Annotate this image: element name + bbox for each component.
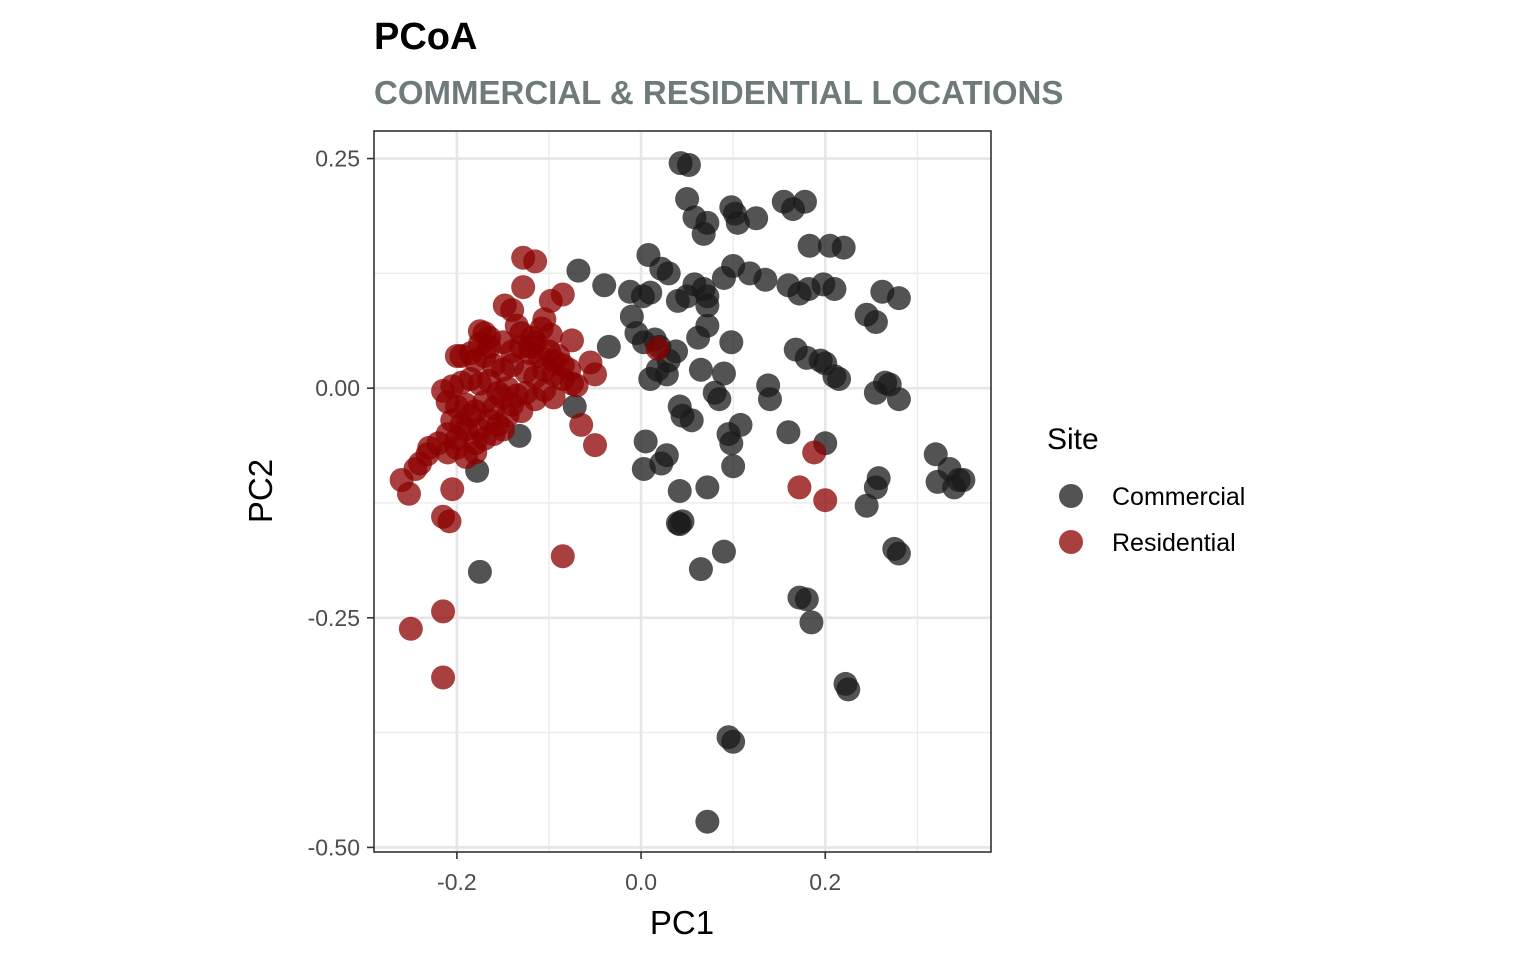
y-tick-label: -0.50 xyxy=(308,834,360,860)
x-tick-label: -0.2 xyxy=(437,869,477,895)
point-residential xyxy=(437,509,462,534)
point-residential xyxy=(550,282,575,307)
point-commercial xyxy=(676,152,701,177)
point-residential xyxy=(398,616,423,641)
point-commercial xyxy=(728,412,753,437)
point-commercial xyxy=(794,587,819,612)
point-residential xyxy=(583,433,608,458)
point-commercial xyxy=(792,189,817,214)
point-residential xyxy=(813,488,838,513)
point-commercial xyxy=(562,394,587,419)
point-commercial xyxy=(799,610,824,635)
point-residential xyxy=(440,477,465,502)
legend-label-commercial: Commercial xyxy=(1112,483,1245,511)
point-commercial xyxy=(942,475,967,500)
point-commercial xyxy=(667,512,692,537)
point-residential xyxy=(490,417,515,442)
point-residential xyxy=(511,275,536,300)
point-commercial xyxy=(566,258,591,283)
point-commercial xyxy=(827,366,852,391)
point-commercial xyxy=(836,677,861,702)
legend: Site Commercial Residential xyxy=(1047,423,1245,557)
point-commercial xyxy=(797,233,822,258)
point-commercial xyxy=(695,210,720,235)
point-commercial xyxy=(654,443,679,468)
point-commercial xyxy=(863,380,888,405)
point-residential xyxy=(523,249,548,274)
point-commercial xyxy=(719,431,744,456)
plot-border xyxy=(373,130,992,853)
point-residential xyxy=(541,385,566,410)
point-commercial xyxy=(467,559,492,584)
point-commercial xyxy=(886,387,911,412)
point-commercial xyxy=(753,267,778,292)
point-commercial xyxy=(854,302,879,327)
point-residential xyxy=(559,328,584,353)
legend-key-commercial xyxy=(1059,484,1083,508)
y-tick-label: 0.25 xyxy=(315,146,360,172)
point-commercial xyxy=(886,286,911,311)
point-commercial xyxy=(667,479,692,504)
point-commercial xyxy=(695,475,720,500)
point-commercial xyxy=(695,809,720,834)
point-commercial xyxy=(664,339,689,364)
point-residential xyxy=(431,665,456,690)
point-commercial xyxy=(656,261,681,286)
point-commercial xyxy=(695,293,720,318)
point-commercial xyxy=(654,362,679,387)
point-residential xyxy=(569,412,594,437)
y-tick-label: 0.00 xyxy=(315,375,360,401)
point-commercial xyxy=(711,361,736,386)
legend-label-residential: Residential xyxy=(1112,529,1236,557)
point-commercial xyxy=(744,206,769,231)
point-commercial xyxy=(707,387,732,412)
x-tick-label: 0.0 xyxy=(625,869,657,895)
point-residential xyxy=(645,336,670,361)
point-commercial xyxy=(675,186,700,211)
point-commercial xyxy=(679,408,704,433)
point-commercial xyxy=(863,475,888,500)
point-residential xyxy=(532,307,557,332)
y-axis-title: PC2 xyxy=(242,459,279,523)
point-residential xyxy=(787,475,812,500)
point-commercial xyxy=(886,541,911,566)
point-commercial xyxy=(688,357,713,382)
point-commercial xyxy=(721,729,746,754)
point-commercial xyxy=(711,539,736,564)
x-tick-label: 0.2 xyxy=(809,869,841,895)
point-commercial xyxy=(776,420,801,445)
point-commercial xyxy=(757,387,782,412)
point-residential xyxy=(396,481,421,506)
point-commercial xyxy=(822,276,847,301)
point-commercial xyxy=(596,334,621,359)
point-residential xyxy=(463,440,488,465)
point-commercial xyxy=(592,273,617,298)
point-commercial xyxy=(695,313,720,338)
point-commercial xyxy=(630,284,655,309)
y-tick-label: -0.25 xyxy=(308,605,360,631)
chart-title: PCoA xyxy=(374,16,477,58)
point-residential xyxy=(802,440,827,465)
x-axis-title: PC1 xyxy=(650,904,714,941)
point-commercial xyxy=(831,235,856,260)
point-residential xyxy=(550,544,575,569)
point-residential xyxy=(559,371,584,396)
legend-title: Site xyxy=(1047,423,1099,456)
point-residential xyxy=(583,362,608,387)
point-residential xyxy=(431,599,456,624)
point-commercial xyxy=(854,493,879,518)
chart-subtitle: COMMERCIAL & RESIDENTIAL LOCATIONS xyxy=(374,74,1063,111)
point-commercial xyxy=(721,454,746,479)
axis-ticks: -0.2 0.0 0.2 0.25 0.00 -0.25 -0.50 xyxy=(308,146,842,895)
scatter-points xyxy=(389,151,976,834)
point-commercial xyxy=(719,330,744,355)
point-residential xyxy=(444,344,469,369)
point-commercial xyxy=(633,429,658,454)
legend-key-residential xyxy=(1059,530,1083,554)
point-commercial xyxy=(688,557,713,582)
point-residential xyxy=(467,319,492,344)
point-commercial xyxy=(725,210,750,235)
